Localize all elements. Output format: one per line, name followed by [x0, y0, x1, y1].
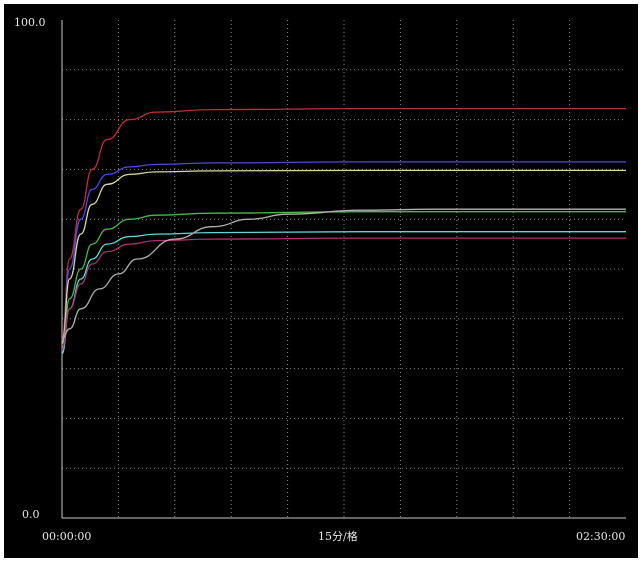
series-line-2 — [61, 161, 626, 345]
x-start-label: 00:00:00 — [42, 530, 91, 543]
series-line-5 — [61, 231, 626, 355]
y-top-label: 100.0 — [14, 16, 46, 29]
series-group — [61, 107, 626, 355]
series-line-7 — [61, 208, 626, 340]
series-line-3 — [61, 169, 626, 345]
series-line-6 — [61, 237, 626, 350]
x-end-label: 02:30:00 — [576, 530, 625, 543]
y-bottom-label: 0.0 — [22, 508, 40, 521]
x-axis-label: 15分/格 — [318, 529, 358, 543]
grid — [62, 20, 626, 518]
series-line-4 — [61, 211, 626, 350]
series-line-1 — [61, 107, 626, 340]
